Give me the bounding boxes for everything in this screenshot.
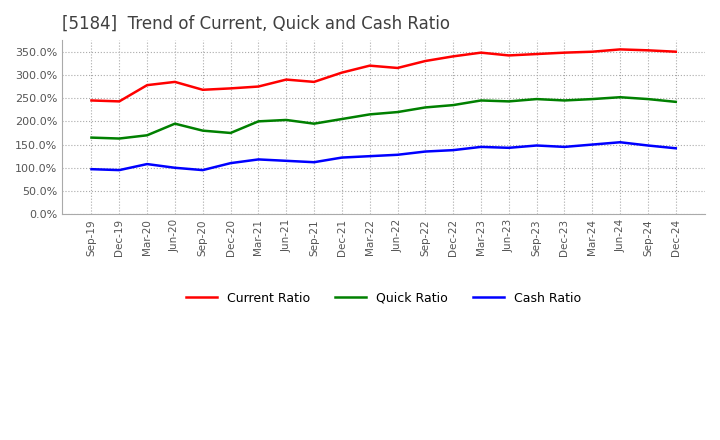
Current Ratio	[449, 54, 457, 59]
Current Ratio	[421, 59, 430, 64]
Current Ratio	[393, 65, 402, 70]
Quick Ratio	[588, 96, 597, 102]
Current Ratio	[87, 98, 96, 103]
Current Ratio	[115, 99, 124, 104]
Cash Ratio	[115, 168, 124, 173]
Cash Ratio	[338, 155, 346, 160]
Quick Ratio	[477, 98, 485, 103]
Current Ratio	[171, 79, 179, 84]
Cash Ratio	[505, 145, 513, 150]
Cash Ratio	[393, 152, 402, 158]
Quick Ratio	[254, 119, 263, 124]
Cash Ratio	[616, 139, 624, 145]
Quick Ratio	[338, 117, 346, 122]
Current Ratio	[532, 51, 541, 57]
Cash Ratio	[421, 149, 430, 154]
Quick Ratio	[310, 121, 318, 126]
Cash Ratio	[199, 168, 207, 173]
Quick Ratio	[449, 103, 457, 108]
Cash Ratio	[226, 161, 235, 166]
Cash Ratio	[532, 143, 541, 148]
Current Ratio	[365, 63, 374, 68]
Current Ratio	[644, 48, 652, 53]
Cash Ratio	[365, 154, 374, 159]
Quick Ratio	[87, 135, 96, 140]
Current Ratio	[199, 87, 207, 92]
Legend: Current Ratio, Quick Ratio, Cash Ratio: Current Ratio, Quick Ratio, Cash Ratio	[181, 286, 587, 310]
Current Ratio	[282, 77, 291, 82]
Quick Ratio	[672, 99, 680, 104]
Current Ratio	[672, 49, 680, 55]
Line: Current Ratio: Current Ratio	[91, 49, 676, 101]
Quick Ratio	[616, 95, 624, 100]
Quick Ratio	[282, 117, 291, 123]
Quick Ratio	[532, 96, 541, 102]
Current Ratio	[143, 83, 151, 88]
Current Ratio	[505, 53, 513, 58]
Cash Ratio	[560, 144, 569, 150]
Line: Quick Ratio: Quick Ratio	[91, 97, 676, 139]
Cash Ratio	[449, 147, 457, 153]
Current Ratio	[310, 79, 318, 84]
Cash Ratio	[588, 142, 597, 147]
Quick Ratio	[644, 96, 652, 102]
Quick Ratio	[393, 110, 402, 115]
Cash Ratio	[672, 146, 680, 151]
Cash Ratio	[171, 165, 179, 170]
Cash Ratio	[87, 166, 96, 172]
Current Ratio	[560, 50, 569, 55]
Cash Ratio	[310, 160, 318, 165]
Quick Ratio	[143, 132, 151, 138]
Current Ratio	[338, 70, 346, 75]
Line: Cash Ratio: Cash Ratio	[91, 142, 676, 170]
Quick Ratio	[560, 98, 569, 103]
Quick Ratio	[505, 99, 513, 104]
Text: [5184]  Trend of Current, Quick and Cash Ratio: [5184] Trend of Current, Quick and Cash …	[62, 15, 450, 33]
Current Ratio	[588, 49, 597, 55]
Cash Ratio	[644, 143, 652, 148]
Quick Ratio	[199, 128, 207, 133]
Quick Ratio	[115, 136, 124, 141]
Quick Ratio	[421, 105, 430, 110]
Current Ratio	[477, 50, 485, 55]
Quick Ratio	[171, 121, 179, 126]
Quick Ratio	[365, 112, 374, 117]
Cash Ratio	[477, 144, 485, 150]
Cash Ratio	[282, 158, 291, 163]
Cash Ratio	[254, 157, 263, 162]
Cash Ratio	[143, 161, 151, 167]
Current Ratio	[226, 86, 235, 91]
Current Ratio	[254, 84, 263, 89]
Current Ratio	[616, 47, 624, 52]
Quick Ratio	[226, 130, 235, 136]
